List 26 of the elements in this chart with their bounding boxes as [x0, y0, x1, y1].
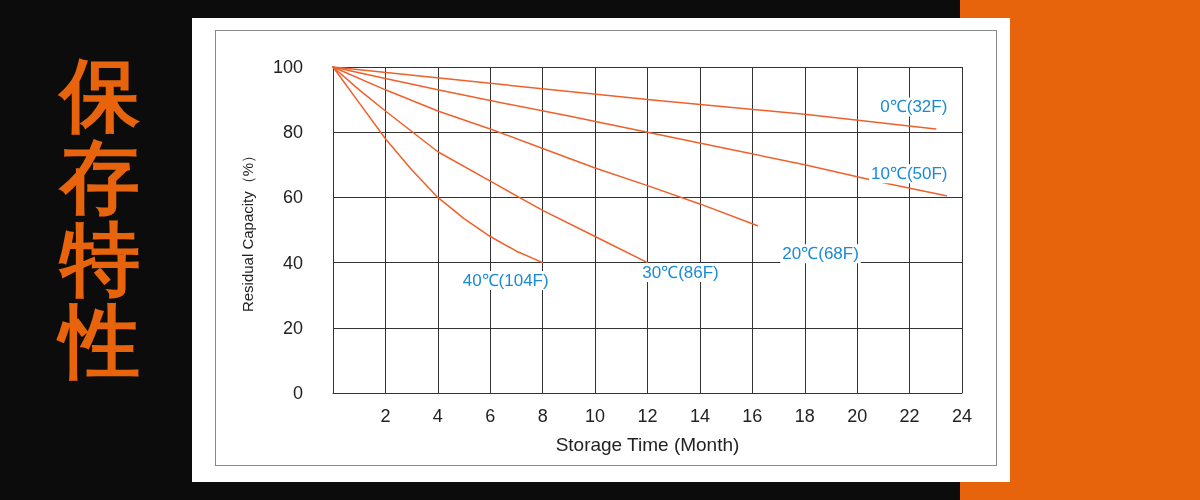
y-tick-label: 40: [282, 252, 303, 273]
x-tick-label: 4: [432, 406, 443, 426]
y-tick-label: 60: [282, 187, 303, 208]
x-tick-label: 6: [485, 406, 496, 426]
y-tick-label: 20: [282, 317, 303, 338]
series-label: 10℃(50F): [871, 164, 948, 184]
text: 保存特性: [55, 49, 141, 388]
x-tick-label: 22: [899, 406, 920, 426]
y-tick-label: 80: [282, 122, 303, 143]
x-tick-label: 8: [537, 406, 548, 426]
x-tick-label: 18: [794, 406, 815, 426]
x-tick-label: 24: [951, 406, 973, 426]
x-tick-label: 14: [689, 406, 710, 426]
series-label: 30℃(86F): [642, 263, 719, 283]
x-tick-label: 10: [585, 406, 606, 426]
series-label: 40℃(104F): [462, 271, 549, 291]
x-axis-title: Storage Time (Month): [555, 434, 740, 455]
x-tick-label: 12: [637, 406, 658, 426]
y-tick-label: 100: [272, 57, 303, 77]
series-label: 0℃(32F): [880, 97, 948, 117]
y-axis-title: Residual Capacity（%）: [239, 147, 256, 313]
x-tick-label: 20: [847, 406, 868, 426]
y-tick-label: 0: [292, 383, 303, 403]
x-tick-label: 16: [742, 406, 763, 426]
series-label: 20℃(68F): [782, 244, 859, 264]
x-tick-label: 2: [380, 406, 391, 426]
